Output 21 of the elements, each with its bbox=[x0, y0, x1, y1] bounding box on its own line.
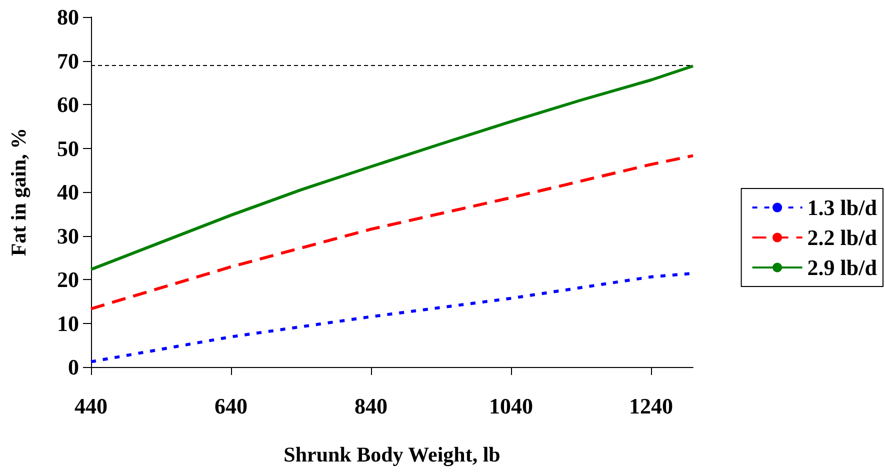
x-axis-title: Shrunk Body Weight, lb bbox=[284, 442, 500, 466]
y-axis-title: Fat in gain, % bbox=[6, 128, 30, 256]
y-tick-label: 30 bbox=[57, 223, 79, 248]
y-tick-label: 10 bbox=[57, 310, 79, 336]
line-series bbox=[90, 154, 694, 310]
legend-label: 1.3 lb/d bbox=[807, 195, 878, 220]
y-tick-label: 20 bbox=[57, 267, 79, 292]
x-tick-label: 640 bbox=[214, 394, 248, 418]
x-tick-label: 1240 bbox=[629, 394, 673, 418]
y-tick-label: 0 bbox=[68, 354, 79, 380]
x-tick-label: 840 bbox=[354, 394, 388, 418]
x-tick-label: 1040 bbox=[489, 394, 533, 418]
legend-label: 2.2 lb/d bbox=[807, 225, 878, 250]
y-tick-label: 80 bbox=[57, 4, 79, 30]
legend-label: 2.9 lb/d bbox=[807, 255, 878, 280]
line-series bbox=[90, 64, 694, 271]
y-tick-label: 60 bbox=[57, 92, 79, 117]
x-tick-label: 440 bbox=[74, 394, 108, 418]
y-tick-label: 40 bbox=[57, 180, 79, 204]
y-tick-label: 70 bbox=[57, 48, 79, 74]
y-tick-label: 50 bbox=[57, 136, 79, 161]
